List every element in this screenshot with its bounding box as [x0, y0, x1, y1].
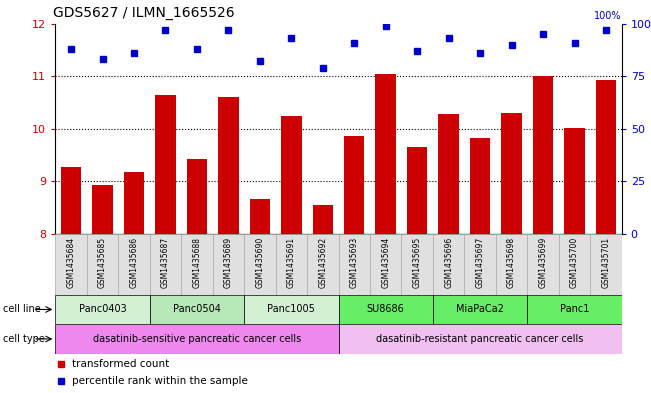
Bar [564, 128, 585, 234]
Bar [496, 234, 527, 295]
Bar [181, 234, 213, 295]
Text: percentile rank within the sample: percentile rank within the sample [72, 376, 248, 386]
Text: GSM1435691: GSM1435691 [287, 237, 296, 288]
Bar [61, 167, 81, 234]
Bar [501, 113, 522, 234]
Bar [407, 147, 428, 234]
Text: Panc1: Panc1 [560, 305, 589, 314]
Text: GSM1435686: GSM1435686 [130, 237, 139, 288]
Bar [527, 234, 559, 295]
Text: SU8686: SU8686 [367, 305, 404, 314]
Text: GSM1435688: GSM1435688 [193, 237, 201, 288]
Text: Panc0504: Panc0504 [173, 305, 221, 314]
Bar [55, 295, 150, 324]
Bar [433, 295, 527, 324]
Bar [464, 234, 496, 295]
Text: 100%: 100% [594, 11, 622, 22]
Text: GSM1435692: GSM1435692 [318, 237, 327, 288]
Text: GSM1435693: GSM1435693 [350, 237, 359, 288]
Bar [527, 295, 622, 324]
Text: GSM1435696: GSM1435696 [444, 237, 453, 288]
Text: dasatinib-sensitive pancreatic cancer cells: dasatinib-sensitive pancreatic cancer ce… [93, 334, 301, 344]
Bar [370, 234, 402, 295]
Bar [438, 114, 459, 234]
Text: GSM1435685: GSM1435685 [98, 237, 107, 288]
Bar [312, 205, 333, 234]
Bar [87, 234, 118, 295]
Text: GDS5627 / ILMN_1665526: GDS5627 / ILMN_1665526 [53, 6, 234, 20]
Text: GSM1435689: GSM1435689 [224, 237, 233, 288]
Bar [281, 116, 301, 234]
Text: Panc1005: Panc1005 [268, 305, 315, 314]
Bar [275, 234, 307, 295]
Bar [244, 295, 339, 324]
Text: Panc0403: Panc0403 [79, 305, 126, 314]
Bar [55, 324, 339, 354]
Bar [150, 295, 244, 324]
Text: GSM1435697: GSM1435697 [476, 237, 484, 288]
Bar [218, 97, 239, 234]
Bar [155, 95, 176, 234]
Bar [307, 234, 339, 295]
Bar [118, 234, 150, 295]
Bar [124, 173, 145, 234]
Text: MiaPaCa2: MiaPaCa2 [456, 305, 504, 314]
Text: GSM1435698: GSM1435698 [507, 237, 516, 288]
Bar [402, 234, 433, 295]
Bar [249, 198, 270, 234]
Text: GSM1435700: GSM1435700 [570, 237, 579, 288]
Bar [213, 234, 244, 295]
Text: GSM1435701: GSM1435701 [602, 237, 611, 288]
Text: GSM1435695: GSM1435695 [413, 237, 422, 288]
Text: cell type: cell type [3, 334, 45, 344]
Bar [533, 76, 553, 234]
Bar [150, 234, 181, 295]
Bar [590, 234, 622, 295]
Bar [55, 234, 87, 295]
Bar [433, 234, 464, 295]
Text: transformed count: transformed count [72, 359, 169, 369]
Bar [596, 80, 616, 234]
Bar [376, 73, 396, 234]
Bar [559, 234, 590, 295]
Text: GSM1435690: GSM1435690 [255, 237, 264, 288]
Bar [339, 295, 433, 324]
Bar [92, 185, 113, 234]
Bar [344, 136, 365, 234]
Text: GSM1435694: GSM1435694 [381, 237, 390, 288]
Text: GSM1435687: GSM1435687 [161, 237, 170, 288]
Bar [470, 138, 490, 234]
Bar [187, 159, 207, 234]
Text: cell line: cell line [3, 305, 41, 314]
Bar [339, 324, 622, 354]
Bar [339, 234, 370, 295]
Text: GSM1435699: GSM1435699 [538, 237, 547, 288]
Text: GSM1435684: GSM1435684 [66, 237, 76, 288]
Text: dasatinib-resistant pancreatic cancer cells: dasatinib-resistant pancreatic cancer ce… [376, 334, 584, 344]
Bar [244, 234, 275, 295]
